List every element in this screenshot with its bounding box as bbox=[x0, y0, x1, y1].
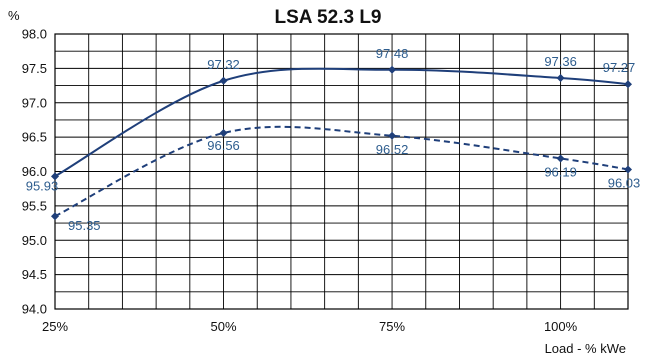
x-tick-label: 75% bbox=[379, 319, 405, 334]
data-label: 97.32 bbox=[207, 57, 240, 72]
x-tick-label: 100% bbox=[544, 319, 578, 334]
data-point-marker bbox=[624, 80, 632, 89]
y-tick-label: 96.0 bbox=[22, 164, 47, 179]
data-label: 96.03 bbox=[608, 175, 641, 190]
chart-title: LSA 52.3 L9 bbox=[274, 7, 381, 28]
data-label: 96.52 bbox=[376, 142, 409, 157]
series-line-solid bbox=[54, 67, 629, 178]
tick-labels: 98.0 97.5 97.0 96.5 96.0 95.5 95.0 94.5 94.0 25% 5… bbox=[22, 27, 578, 335]
data-point-marker bbox=[51, 172, 59, 181]
x-tick-label: 50% bbox=[211, 319, 237, 334]
data-point-marker bbox=[219, 129, 228, 137]
grid-lines bbox=[54, 33, 629, 310]
data-label: 96.19 bbox=[544, 164, 577, 179]
data-label: 96.56 bbox=[207, 138, 240, 153]
y-tick-label: 94.5 bbox=[22, 267, 47, 282]
data-label: 97.48 bbox=[376, 46, 409, 61]
data-label: 97.27 bbox=[603, 60, 636, 75]
data-label: 95.35 bbox=[68, 218, 101, 233]
y-tick-label: 95.5 bbox=[22, 198, 47, 213]
series-line-dashed bbox=[54, 125, 629, 218]
data-label: 97.36 bbox=[544, 54, 577, 69]
y-tick-label: 97.0 bbox=[22, 95, 47, 110]
x-axis-label: Load - % kWe bbox=[545, 341, 626, 356]
data-label: 95.93 bbox=[26, 178, 59, 193]
y-tick-label: 98.0 bbox=[22, 27, 47, 42]
data-point-marker bbox=[219, 76, 228, 85]
y-tick-label: 96.5 bbox=[22, 130, 47, 145]
data-point-marker bbox=[388, 131, 397, 140]
data-point-marker bbox=[388, 65, 397, 74]
y-tick-label: 94.0 bbox=[22, 302, 47, 317]
data-point-marker bbox=[624, 165, 632, 174]
y-tick-label: 97.5 bbox=[22, 61, 47, 76]
x-tick-label: 25% bbox=[42, 319, 68, 334]
data-labels: 95.93 97.32 97.48 97.36 97.27 95.35 96.56 96.52… bbox=[26, 46, 641, 233]
series-lines bbox=[54, 67, 629, 218]
y-axis-label: % bbox=[8, 8, 20, 23]
y-tick-label: 95.0 bbox=[22, 233, 47, 248]
data-points bbox=[51, 65, 632, 221]
data-point-marker bbox=[556, 154, 565, 163]
data-point-marker bbox=[556, 74, 565, 82]
data-point-marker bbox=[51, 212, 59, 221]
